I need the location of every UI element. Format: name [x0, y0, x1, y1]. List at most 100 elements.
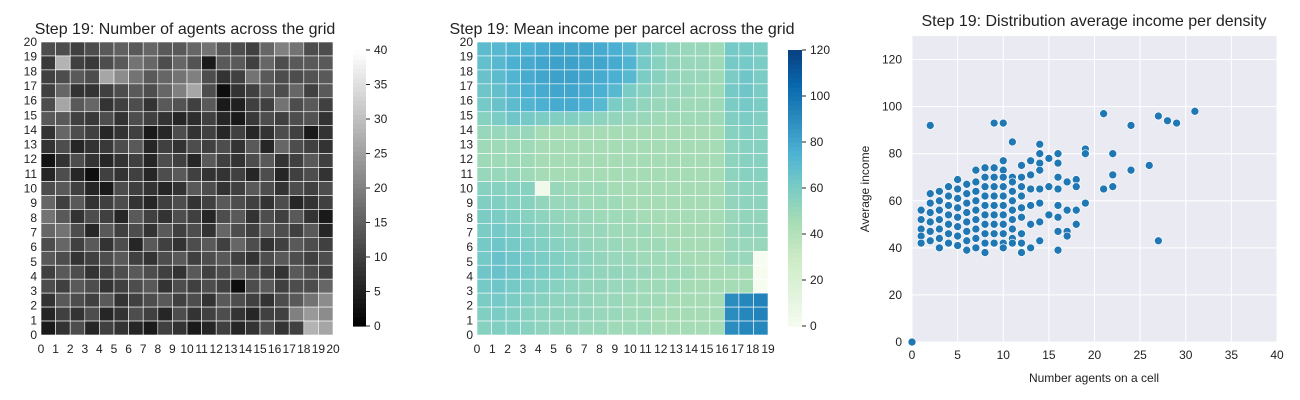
scatter-point [1026, 243, 1035, 253]
income-cell [622, 125, 638, 140]
agents-cell [288, 83, 305, 99]
income-cell [534, 306, 551, 322]
agents-cell [303, 55, 319, 71]
agents-cell [157, 55, 173, 71]
income-colorbar-segment [788, 54, 802, 60]
income-colorbar-segment [788, 247, 802, 253]
agents-x-tick-label: 4 [96, 342, 103, 356]
agents-cell [201, 55, 217, 71]
agents-cell [55, 55, 71, 71]
income-cell [534, 195, 551, 210]
scatter-point [971, 215, 981, 224]
agents-cell [303, 97, 319, 113]
income-cell [709, 306, 725, 322]
income-cell [680, 306, 696, 322]
agents-cell [230, 278, 246, 294]
scatter-point [935, 205, 944, 215]
agents-cell [172, 55, 188, 71]
scatter-point [1035, 139, 1045, 149]
income-cell [563, 250, 580, 266]
agents-cell [186, 181, 202, 196]
agents-cell [201, 41, 217, 57]
income-cell [709, 223, 725, 238]
agents-colorbar-tick-label: 35 [374, 78, 388, 92]
agents-cell [201, 278, 217, 294]
income-y-tick-label: 9 [466, 196, 473, 210]
scatter-point [935, 215, 944, 224]
income-cell [738, 83, 754, 99]
agents-cell [99, 223, 115, 238]
income-cell [578, 153, 594, 168]
income-cell [549, 125, 565, 140]
agents-x-tick-label: 12 [210, 342, 224, 356]
agents-y-tick-label: 19 [24, 50, 38, 64]
income-cell [578, 237, 594, 252]
agents-cell [215, 83, 232, 99]
scatter-point [1154, 236, 1163, 246]
agents-cell [201, 69, 217, 85]
income-cell [534, 153, 551, 168]
scatter-point [1026, 201, 1035, 210]
scatter-point [1008, 196, 1017, 206]
agents-cell [113, 69, 129, 85]
agents-cell [99, 264, 115, 280]
income-cell [520, 41, 536, 57]
agents-cell [274, 223, 290, 238]
income-cell [505, 250, 521, 266]
income-cell [651, 153, 667, 168]
agents-cell [288, 153, 305, 168]
agents-cell [99, 167, 115, 182]
income-colorbar-segment [788, 215, 802, 221]
income-cell [563, 223, 580, 238]
agents-cell [69, 250, 86, 266]
income-cell [724, 139, 740, 154]
agents-colorbar-segment [353, 146, 366, 152]
income-cell [491, 306, 507, 322]
agents-x-tick-label: 9 [169, 342, 176, 356]
income-cell [563, 181, 580, 196]
income-y-tick-label: 19 [460, 50, 474, 64]
agents-x-tick-label: 19 [312, 342, 326, 356]
income-cell [607, 97, 623, 113]
agents-cell [259, 223, 275, 238]
agents-cell [245, 55, 261, 71]
income-colorbar-segment [788, 284, 802, 290]
income-cell [593, 320, 609, 336]
income-cell [578, 167, 594, 182]
income-y-tick-label: 12 [460, 152, 474, 166]
income-cell [724, 167, 740, 182]
agents-colorbar-segment [353, 174, 366, 180]
income-cell [753, 209, 769, 224]
income-y-tick-label: 20 [460, 35, 474, 49]
income-colorbar-segment [788, 192, 802, 198]
income-cell [724, 69, 740, 85]
agents-cell [215, 125, 232, 140]
income-cell [709, 250, 725, 266]
income-cell [549, 111, 565, 127]
scatter-point [916, 205, 926, 215]
agents-colorbar-segment [353, 243, 366, 249]
agents-cell [172, 167, 188, 182]
income-colorbar-segment [788, 234, 802, 240]
agents-colorbar-segment [353, 82, 366, 88]
income-cell [622, 292, 638, 308]
income-cell [491, 195, 507, 210]
agents-cell [186, 69, 202, 85]
income-density-scatter-chart: Step 19: Distribution average income per… [858, 13, 1284, 385]
income-cell [665, 250, 682, 266]
income-cell [709, 209, 725, 224]
income-colorbar-segment [788, 293, 802, 299]
agents-y-tick-label: 16 [24, 94, 38, 108]
income-heatmap-title: Step 19: Mean income per parcel across t… [449, 21, 794, 38]
scatter-point [1062, 231, 1072, 241]
scatter-point [925, 189, 935, 199]
income-cell [549, 55, 565, 71]
agents-cell [128, 69, 144, 85]
income-colorbar-segment [788, 128, 802, 134]
income-cell [651, 111, 667, 127]
agents-cell [157, 223, 173, 238]
income-cell [636, 167, 652, 182]
income-cell [694, 153, 711, 168]
agents-colorbar-segment [353, 100, 366, 106]
agents-y-tick-label: 6 [30, 240, 37, 254]
